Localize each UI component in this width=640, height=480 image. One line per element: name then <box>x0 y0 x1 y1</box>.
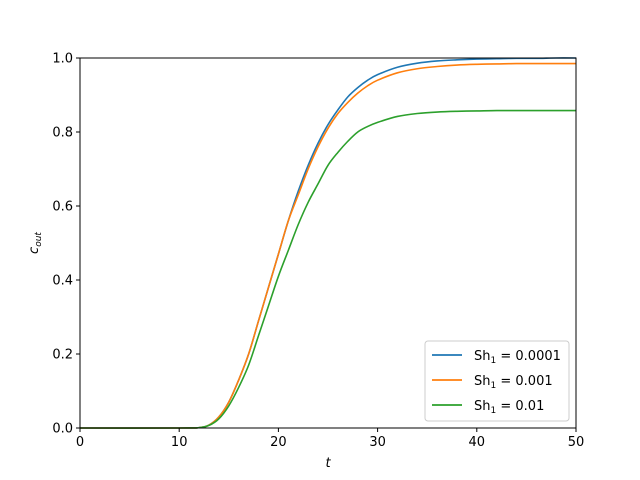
x-tick-label: 0 <box>76 435 84 450</box>
series-line-2 <box>79 109 576 429</box>
legend-box <box>424 340 570 422</box>
legend-label-sub: 1 <box>491 356 497 366</box>
y-axis-title: cout <box>27 232 44 254</box>
legend-label-base: Sh <box>474 374 491 389</box>
plot-frame <box>79 57 577 429</box>
legend-label-1: Sh1 = 0.001 <box>474 374 553 391</box>
y-tick-label: 0.0 <box>52 422 73 437</box>
legend-label-0: Sh1 = 0.0001 <box>474 349 561 366</box>
legend-label-value: = 0.01 <box>496 399 544 414</box>
legend-label-value: = 0.001 <box>496 374 552 389</box>
y-axis: 0.0 0.2 0.4 0.6 0.8 1.0 <box>52 52 80 437</box>
y-tick-label: 0.8 <box>52 126 73 141</box>
x-axis: 0 10 20 30 40 50 <box>76 428 584 450</box>
series-line-1 <box>79 62 576 429</box>
legend-label-base: Sh <box>474 399 491 414</box>
x-tick-label: 10 <box>171 435 188 450</box>
x-tick-label: 50 <box>568 435 585 450</box>
x-tick-label: 20 <box>270 435 287 450</box>
legend-label-base: Sh <box>474 349 491 364</box>
x-tick-label: 40 <box>469 435 486 450</box>
y-tick-label: 0.2 <box>52 348 73 363</box>
y-tick-label: 1.0 <box>52 52 73 67</box>
legend-label-sub: 1 <box>491 406 497 416</box>
y-axis-title-base: c <box>27 247 42 254</box>
y-axis-title-sub: out <box>34 232 44 247</box>
y-tick-label: 0.6 <box>52 200 73 215</box>
legend-label-value: = 0.0001 <box>496 349 561 364</box>
legend-label-sub: 1 <box>491 381 497 391</box>
x-axis-title: t <box>325 456 331 471</box>
y-tick-label: 0.4 <box>52 274 73 289</box>
x-tick-label: 30 <box>369 435 386 450</box>
series-layer <box>79 57 577 429</box>
legend-label-2: Sh1 = 0.01 <box>474 399 544 416</box>
